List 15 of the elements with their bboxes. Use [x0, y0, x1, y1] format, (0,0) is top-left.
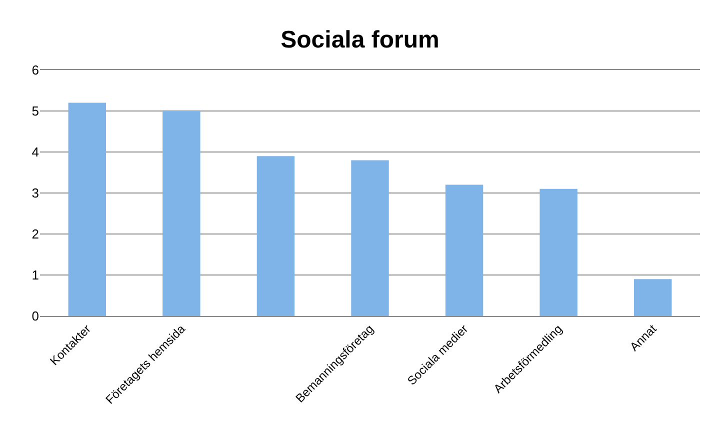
bar [445, 184, 484, 316]
bar [540, 188, 578, 316]
y-tick-label: 0 [32, 308, 39, 324]
y-tick-label: 1 [32, 268, 39, 283]
bar [256, 156, 295, 316]
y-tick-label: 4 [32, 144, 39, 160]
bar [634, 279, 672, 316]
chart-title: Sociala forum [280, 26, 440, 54]
bar [162, 111, 200, 316]
bar [68, 102, 106, 316]
y-tick-label: 3 [32, 186, 39, 201]
bar [351, 160, 389, 316]
y-tick-label: 5 [32, 104, 39, 119]
y-tick-label: 6 [32, 62, 39, 78]
y-tick-label: 2 [32, 226, 39, 242]
